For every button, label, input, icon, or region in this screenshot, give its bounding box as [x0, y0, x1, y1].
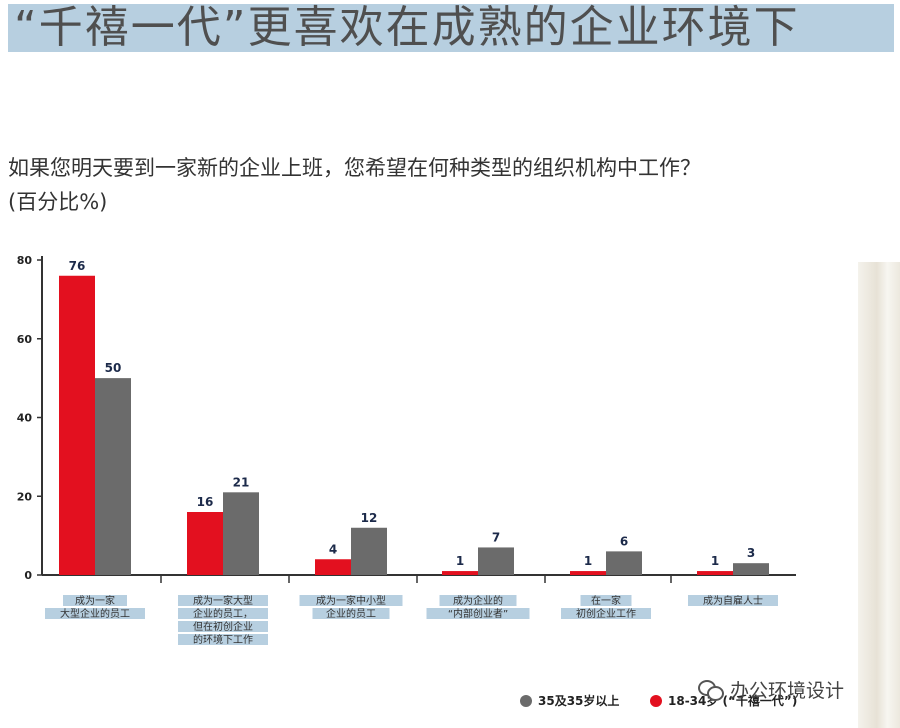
- category-label-band: [439, 595, 517, 606]
- category-label: 成为自雇人士: [703, 594, 763, 607]
- data-label-gray: 7: [492, 530, 500, 544]
- category-label-band: [561, 608, 651, 619]
- y-tick-label: 60: [17, 333, 33, 346]
- legend-dot-gray-icon: [520, 694, 532, 707]
- chart-unit: (百分比%): [8, 190, 108, 214]
- legend-item-gray: 35及35岁以上: [520, 692, 619, 709]
- legend-label-gray: 35及35岁以上: [538, 694, 620, 708]
- category-label: 初创企业工作: [576, 607, 636, 620]
- category-label-band: [299, 595, 403, 606]
- legend-dot-red-icon: [650, 694, 662, 707]
- category-label-band: [178, 608, 268, 619]
- bar-gray: [606, 551, 642, 575]
- data-label-gray: 3: [747, 546, 755, 560]
- bar-red: [697, 571, 733, 575]
- category-label: 企业的员工，: [193, 607, 253, 620]
- data-label-gray: 50: [105, 361, 122, 375]
- category-label-band: [45, 608, 145, 619]
- category-label-band: [312, 608, 390, 619]
- data-label-red: 76: [69, 259, 86, 273]
- bar-gray: [95, 378, 131, 575]
- category-label: 在一家: [591, 594, 621, 607]
- category-label: 成为一家中小型: [316, 594, 386, 607]
- category-label-band: [426, 608, 530, 619]
- y-tick-label: 0: [24, 569, 32, 582]
- data-label-red: 1: [711, 554, 719, 568]
- data-label-red: 1: [584, 554, 592, 568]
- data-label-gray: 21: [233, 475, 250, 489]
- chat-bubbles-icon: [698, 679, 724, 701]
- category-label: 企业的员工: [326, 607, 376, 620]
- category-label: 但在初创企业: [193, 620, 253, 633]
- legend-label-red: 18-34岁 (“千禧一代”): [668, 694, 798, 708]
- category-label-band: [178, 621, 268, 632]
- y-tick-label: 40: [17, 412, 33, 425]
- data-label-red: 4: [329, 542, 337, 556]
- y-tick-label: 80: [17, 254, 33, 267]
- y-tick-label: 20: [17, 490, 33, 503]
- category-label: 成为企业的: [453, 594, 503, 607]
- category-label-band: [178, 595, 268, 606]
- bar-gray: [478, 547, 514, 575]
- data-label-red: 16: [197, 495, 214, 509]
- legend-item-red: 18-34岁 (“千禧一代”): [650, 692, 797, 709]
- category-label: 成为一家大型: [193, 594, 253, 607]
- watermark: 办公环境设计: [698, 676, 844, 703]
- bar-red: [59, 275, 95, 575]
- page-title: “千禧一代”更喜欢在成熟的企业环境下: [14, 2, 800, 53]
- category-label-band: [178, 634, 268, 645]
- bar-gray: [733, 563, 769, 575]
- chart-question: 如果您明天要到一家新的企业上班，您希望在何种类型的组织机构中工作？: [8, 156, 701, 180]
- category-label: “内部创业者”: [448, 607, 508, 620]
- headline-band: [8, 4, 894, 52]
- watermark-text: 办公环境设计: [730, 680, 845, 702]
- category-label: 成为一家: [75, 594, 115, 607]
- category-label-band: [688, 595, 778, 606]
- bar-red: [570, 571, 606, 575]
- category-label: 大型企业的员工: [60, 607, 130, 620]
- bar-red: [442, 571, 478, 575]
- bar-gray: [351, 527, 387, 575]
- data-label-gray: 6: [620, 534, 628, 548]
- bar-red: [187, 512, 223, 575]
- bar-red: [315, 559, 351, 575]
- data-label-gray: 12: [361, 511, 378, 525]
- data-label-red: 1: [456, 554, 464, 568]
- bar-gray: [223, 492, 259, 575]
- decorative-paper-strip: [858, 262, 900, 728]
- category-label: 的环境下工作: [193, 633, 253, 646]
- category-label-band: [63, 595, 127, 606]
- category-label-band: [580, 595, 632, 606]
